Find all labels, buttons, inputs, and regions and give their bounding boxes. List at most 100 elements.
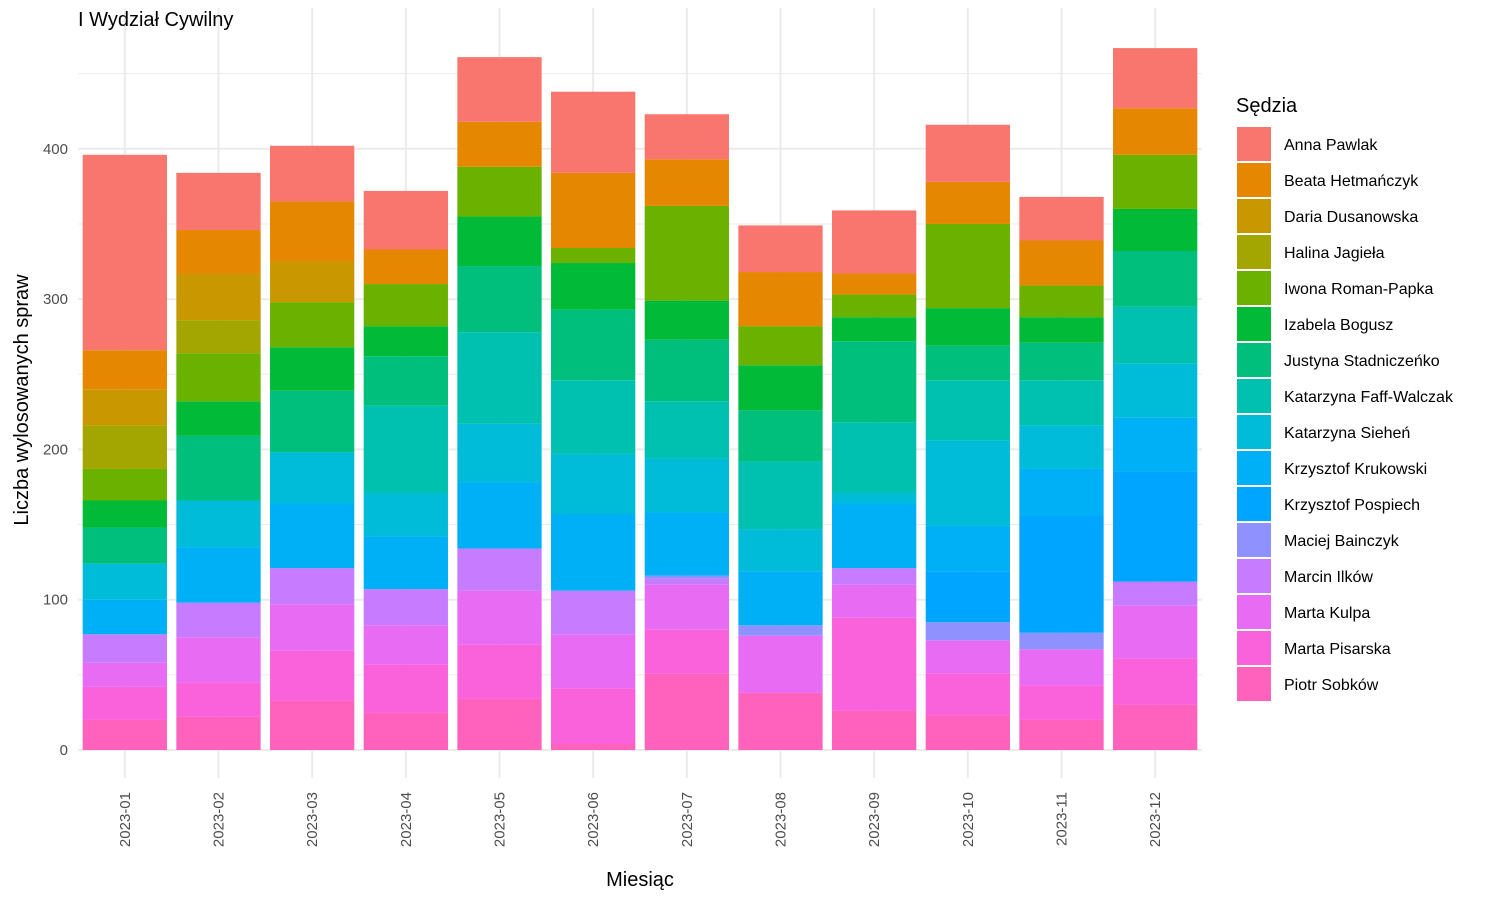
bar-segment [457,166,542,217]
y-tick-label: 200 [43,441,68,458]
legend-swatch [1237,523,1271,557]
bar-segment [363,326,448,357]
bar-segment [551,91,636,173]
legend-label: Katarzyna Faff-Walczak [1284,389,1454,406]
bar-segment [644,512,729,576]
bar-segment [738,272,823,327]
bar-segment [176,401,261,436]
legend-swatch [1237,451,1271,485]
bar-segment [82,389,167,426]
y-axis-ticks: 0 100 200 300 400 [43,141,68,759]
legend-title: Sędzia [1236,95,1298,117]
bar-segment [1019,380,1104,426]
bar-segment [644,114,729,160]
bar-segment [551,634,636,689]
bar-segment [832,492,917,504]
bar-segment [82,719,167,750]
bar-segment [644,300,729,340]
legend-swatch [1237,235,1271,269]
bar-segment [1113,605,1198,659]
bar-segment [82,563,167,600]
bar-segment [1019,515,1104,633]
bar-segment [363,625,448,665]
bar-segment [1113,108,1198,155]
bar-segment [270,700,355,750]
bar-segment [644,339,729,402]
bar-segment [925,181,1010,224]
bar-segment [738,365,823,411]
bar-segment [1113,251,1198,307]
x-tick-label: 2023-01 [117,792,134,847]
bar-segment [738,529,823,572]
legend-swatch [1237,415,1271,449]
bar-segment [551,309,636,381]
bar-segment [738,625,823,636]
bar-segment [738,225,823,273]
bar-segment [457,423,542,483]
legend-swatch [1237,631,1271,665]
bar-segment [644,205,729,301]
legend-swatch [1237,127,1271,161]
bar-segment [1113,471,1198,582]
bar-segment [176,547,261,603]
x-tick-label: 2023-02 [211,792,228,847]
bar-segment [82,662,167,687]
bar-segment [457,590,542,645]
bar-segment [738,410,823,462]
bars [82,48,1198,750]
bar-segment [1113,658,1198,705]
bar-segment [1113,704,1198,750]
bar-segment [925,440,1010,527]
bar-segment [832,341,917,423]
bar-segment [551,688,636,744]
legend-swatch [1237,379,1271,413]
x-tick-label: 2023-11 [1054,792,1071,846]
bar-segment [925,124,1010,182]
y-tick-label: 100 [43,592,68,609]
bar-segment [457,644,542,699]
x-tick-label: 2023-06 [585,792,602,847]
bar-segment [363,284,448,327]
bar-segment [270,201,355,262]
bar-segment [738,461,823,530]
bar-segment [1019,685,1104,720]
bar-segment [176,273,261,321]
legend-swatch [1237,199,1271,233]
bar-segment [457,216,542,267]
legend-label: Anna Pawlak [1284,137,1378,154]
bar-segment [457,121,542,167]
bar-segment [270,261,355,303]
bar-segment [176,716,261,750]
y-tick-label: 300 [43,291,68,308]
bar-segment [176,602,261,638]
bar-segment [176,500,261,548]
x-axis-title: Miesiąc [606,869,674,891]
x-tick-label: 2023-10 [960,792,977,847]
bar-segment [644,458,729,513]
bar-segment [270,503,355,569]
bar-segment [1113,48,1198,109]
bar-segment [176,353,261,402]
bar-segment [644,629,729,674]
bar-segment [551,590,636,635]
bar-segment [1019,317,1104,343]
legend-label: Katarzyna Sieheń [1284,425,1410,442]
bar-segment [738,635,823,693]
bar-segment [363,536,448,590]
bar-segment [925,673,1010,716]
bar-segment [1113,154,1198,209]
bar-segment [738,692,823,750]
bar-segment [82,527,167,564]
bar-segment [363,492,448,537]
chart-title: I Wydział Cywilny [78,9,233,31]
bar-segment [176,637,261,683]
x-tick-label: 2023-04 [398,792,415,847]
bar-segment [644,575,729,579]
legend-swatch [1237,667,1271,701]
bar-segment [551,743,636,750]
bar-segment [270,347,355,391]
legend-label: Justyna Stadniczeńko [1284,353,1440,370]
bar-segment [270,452,355,504]
legend-label: Marcin Ilków [1284,569,1373,586]
bar-segment [176,172,261,230]
